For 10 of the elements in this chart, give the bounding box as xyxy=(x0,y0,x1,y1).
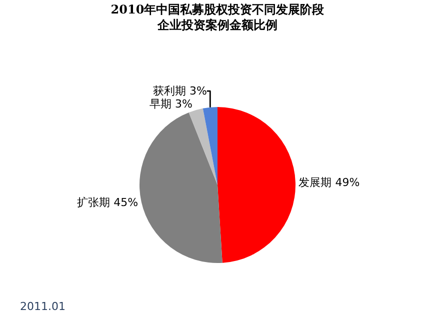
slice-label: 早期 3% xyxy=(150,98,192,111)
text: 2011.01 xyxy=(20,300,66,313)
pie-slice xyxy=(188,108,218,185)
pie-slice xyxy=(140,112,222,263)
pie-slice xyxy=(202,107,218,185)
pie-slice xyxy=(218,107,296,263)
slice-label: 扩张期 45% xyxy=(77,196,138,209)
slice-label: 获利期 3% xyxy=(152,84,207,98)
slice-label: 发展期 49% xyxy=(298,176,360,190)
chart-title: 2010年中国私募股权投资不同发展阶段企业投资案例金额比例 xyxy=(110,2,326,32)
